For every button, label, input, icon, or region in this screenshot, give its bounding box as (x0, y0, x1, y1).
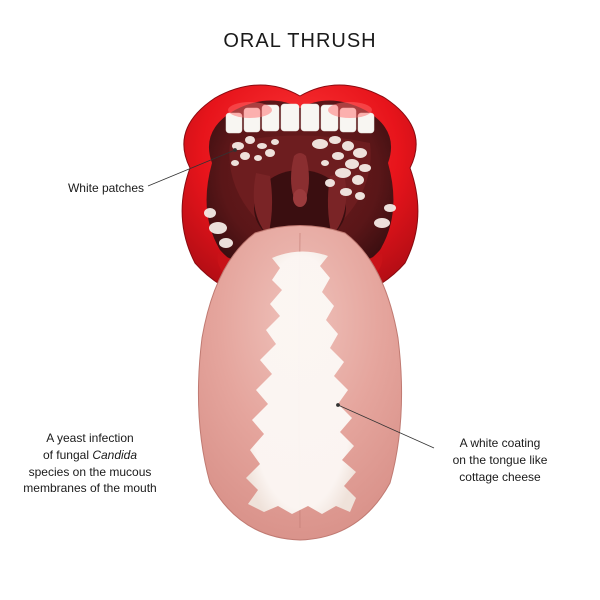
label-yeast-infection: A yeast infection of fungal Candida spec… (20, 430, 160, 497)
label-white-patches: White patches (54, 180, 144, 197)
mouth-diagram (160, 68, 440, 548)
lip-highlight (228, 102, 272, 118)
page-title: ORAL THRUSH (223, 30, 376, 53)
label-white-coating: A white coating on the tongue like cotta… (440, 435, 560, 485)
mouth-svg (160, 68, 440, 548)
